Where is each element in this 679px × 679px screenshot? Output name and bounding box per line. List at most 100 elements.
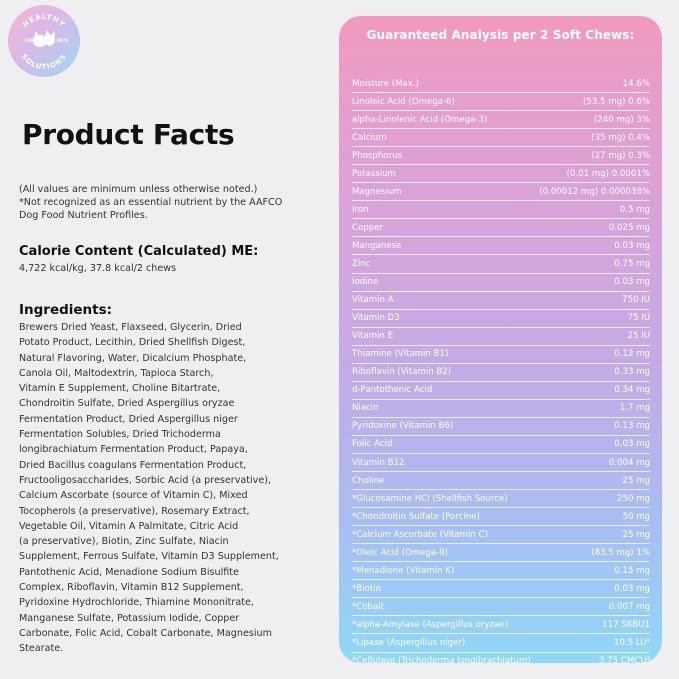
nutrient-value: 1.7 mg: [619, 403, 650, 414]
analysis-row: Moisture (Max.) 14.6%: [352, 75, 650, 94]
logo-for-text: FOR: [25, 38, 34, 43]
nutrient-value: 75 IU: [627, 313, 651, 324]
nutrient-name: Phosphorus: [352, 150, 402, 161]
nutrient-value: 3.75 CMCU³: [598, 656, 650, 663]
nutrient-name: Linoleic Acid (Omega-6): [352, 96, 455, 107]
nutrient-value: (83.5 mg) 1%: [591, 547, 650, 558]
nutrient-value: 0.13 mg: [614, 421, 650, 432]
analysis-row: Vitamin A 750 IU: [352, 292, 650, 310]
nutrient-name: Iodine: [352, 277, 379, 288]
nutrient-name: *alpha-Amylase (Aspergillus oryzae): [352, 619, 508, 630]
nutrient-value: 250 mg: [617, 493, 650, 504]
analysis-row: Calcium (35 mg) 0.4%: [352, 129, 650, 148]
nutrient-value: (240 mg) 3%: [593, 114, 650, 125]
analysis-row: Iron 0.5 mg: [352, 201, 650, 220]
calorie-value: 4,722 kcal/kg, 37.8 kcal/2 chews: [19, 263, 177, 274]
nutrient-name: Pyridoxine (Vitamin B6): [352, 421, 454, 432]
analysis-row: Thiamine (Vitamin B1) 0.12 mg: [352, 346, 650, 364]
analysis-row: *Menadione (Vitamin K) 0.15 mg: [352, 562, 650, 581]
logo-emblem: HEALTHY SOLUTIONS FOR PETS: [20, 13, 69, 71]
nutrient-value: 117 SKBU1: [602, 619, 650, 630]
page-title: Product Facts: [22, 118, 235, 151]
nutrient-value: 50 mg: [622, 511, 651, 522]
ingredients-line: Canola Oil, Maltodextrin, Tapioca Starch…: [19, 367, 214, 379]
nutrient-name: *Lipase (Aspergillus niger): [352, 637, 466, 648]
ingredients-line: Stearate.: [19, 643, 64, 655]
nutrient-name: *Menadione (Vitamin K): [352, 565, 455, 576]
calorie-heading: Calorie Content (Calculated) ME:: [19, 244, 259, 259]
analysis-table: Moisture (Max.) 14.6% Linoleic Acid (Omega…: [352, 75, 650, 663]
nutrient-name: *Calcium Ascorbate (Vitamin C): [352, 529, 488, 540]
nutrient-name: Niacin: [352, 403, 379, 414]
nutrient-value: 0.12 mg: [614, 349, 650, 360]
disclaimer-line: Dog Food Nutrient Profiles.: [19, 210, 148, 222]
ingredients-line: Complex, Riboflavin, Vitamin B12 Supplem…: [19, 582, 244, 594]
ingredients-line: Vitamin E Supplement, Choline Bitartrate…: [19, 383, 221, 395]
nutrient-value: 0.007 mg: [608, 601, 650, 612]
ingredients-line: Fructooligosaccharides, Sorbic Acid (a p…: [19, 474, 272, 486]
brand-logo: HEALTHY SOLUTIONS FOR PETS: [8, 5, 80, 77]
analysis-row: *Oleic Acid (Omega-9) (83.5 mg) 1%: [352, 544, 650, 563]
nutrient-value: (27 mg) 0.3%: [591, 150, 650, 161]
nutrient-name: Thiamine (Vitamin B1): [352, 349, 449, 360]
nutrient-value: (0.01 mg) 0.0001%: [566, 168, 650, 179]
analysis-row: Iodine 0.03 mg: [352, 274, 650, 292]
nutrient-value: 25 IU: [627, 331, 651, 342]
nutrient-name: Manganese: [352, 240, 402, 251]
nutrient-value: 750 IU: [622, 295, 650, 306]
ingredients-line: Tocopherols (a preservative), Rosemary E…: [19, 505, 250, 517]
analysis-row: *Cobalt 0.007 mg: [352, 598, 650, 617]
nutrient-name: Copper: [352, 222, 383, 233]
ingredients-line: Carbonate, Folic Acid, Cobalt Carbonate,…: [19, 627, 272, 639]
nutrient-name: *Chondroitin Sulfate (Porcine): [352, 511, 480, 522]
analysis-row: Vitamin E 25 IU: [352, 328, 650, 346]
nutrient-name: alpha-Linolenic Acid (Omega-3): [352, 114, 488, 125]
nutrient-value: 0.025 mg: [608, 222, 650, 233]
svg-text:SOLUTIONS: SOLUTIONS: [20, 52, 69, 71]
ingredients-line: Supplement, Ferrous Sulfate, Vitamin D3 …: [19, 551, 279, 563]
nutrient-name: Zinc: [352, 258, 371, 269]
nutrient-name: Moisture (Max.): [352, 78, 419, 89]
nutrient-name: Choline: [352, 475, 385, 486]
ingredients-line: Pyridoxine Hydrochloride, Thiamine Monon…: [19, 597, 254, 609]
analysis-row: *Biotin 0.03 mg: [352, 580, 650, 599]
nutrient-value: 0.5 mg: [619, 204, 650, 215]
analysis-row: Potassium (0.01 mg) 0.0001%: [352, 165, 650, 184]
nutrient-value: 0.03 mg: [614, 583, 650, 594]
nutrient-value: 25 mg: [622, 529, 651, 540]
analysis-row: Vitamin D3 75 IU: [352, 310, 650, 328]
nutrient-value: 0.15 mg: [614, 565, 650, 576]
nutrient-name: Vitamin B12: [352, 457, 405, 468]
analysis-row: *Calcium Ascorbate (Vitamin C) 25 mg: [352, 526, 651, 545]
guaranteed-analysis-panel: Guaranteed Analysis per 2 Soft Chews: Mo…: [339, 16, 662, 663]
disclaimer-line: (All values are minimum unless otherwise…: [19, 184, 258, 195]
analysis-row: d-Pantothenic Acid 0.34 mg: [352, 382, 650, 400]
analysis-row: Linoleic Acid (Omega-6) (53.5 mg) 0.6%: [352, 93, 650, 112]
ingredients-list: Brewers Dried Yeast, Flaxseed, Glycerin,…: [19, 320, 319, 657]
analysis-row: *Lipase (Aspergillus niger) 10.5 LU²: [352, 634, 650, 653]
ingredients-heading: Ingredients:: [19, 302, 113, 318]
nutrient-name: Riboflavin (Vitamin B2): [352, 367, 452, 378]
analysis-row: alpha-Linolenic Acid (Omega-3) (240 mg) 3…: [352, 111, 650, 130]
nutrient-value: 10.5 LU²: [614, 637, 650, 648]
disclaimer-line: *Not recognized as an essential nutrient…: [19, 197, 283, 209]
nutrient-value: (35 mg) 0.4%: [591, 132, 650, 143]
nutrient-name: Vitamin E: [352, 331, 394, 342]
nutrient-value: 0.03 mg: [614, 439, 650, 450]
nutrient-value: (0.00012 mg) 0.000038%: [539, 186, 650, 197]
nutrient-value: 0.75 mg: [614, 258, 650, 269]
ingredients-line: Manganese Sulfate, Potassium Iodide, Cop…: [19, 612, 240, 624]
nutrient-name: *Biotin: [352, 583, 382, 594]
analysis-row: Phosphorus (27 mg) 0.3%: [352, 147, 650, 166]
analysis-row: Folic Acid 0.03 mg: [352, 436, 650, 454]
ingredients-line: Chondroitin Sulfate, Dried Aspergillus o…: [19, 398, 235, 410]
analysis-row: Manganese 0.03 mg: [352, 237, 650, 256]
disclaimer: (All values are minimum unless otherwise…: [19, 183, 309, 223]
ingredients-line: (a preservative), Biotin, Zinc Sulfate, …: [19, 536, 229, 548]
nutrient-name: d-Pantothenic Acid: [352, 385, 433, 396]
ingredients-line: Pantothenic Acid, Menadione Sodium Bisul…: [19, 566, 239, 578]
nutrient-value: 14.6%: [622, 78, 650, 89]
analysis-row: Riboflavin (Vitamin B2) 0.33 mg: [352, 364, 650, 382]
analysis-title: Guaranteed Analysis per 2 Soft Chews:: [366, 28, 635, 42]
ingredients-line: longibrachiatum Fermentation Product, Pa…: [19, 444, 248, 456]
